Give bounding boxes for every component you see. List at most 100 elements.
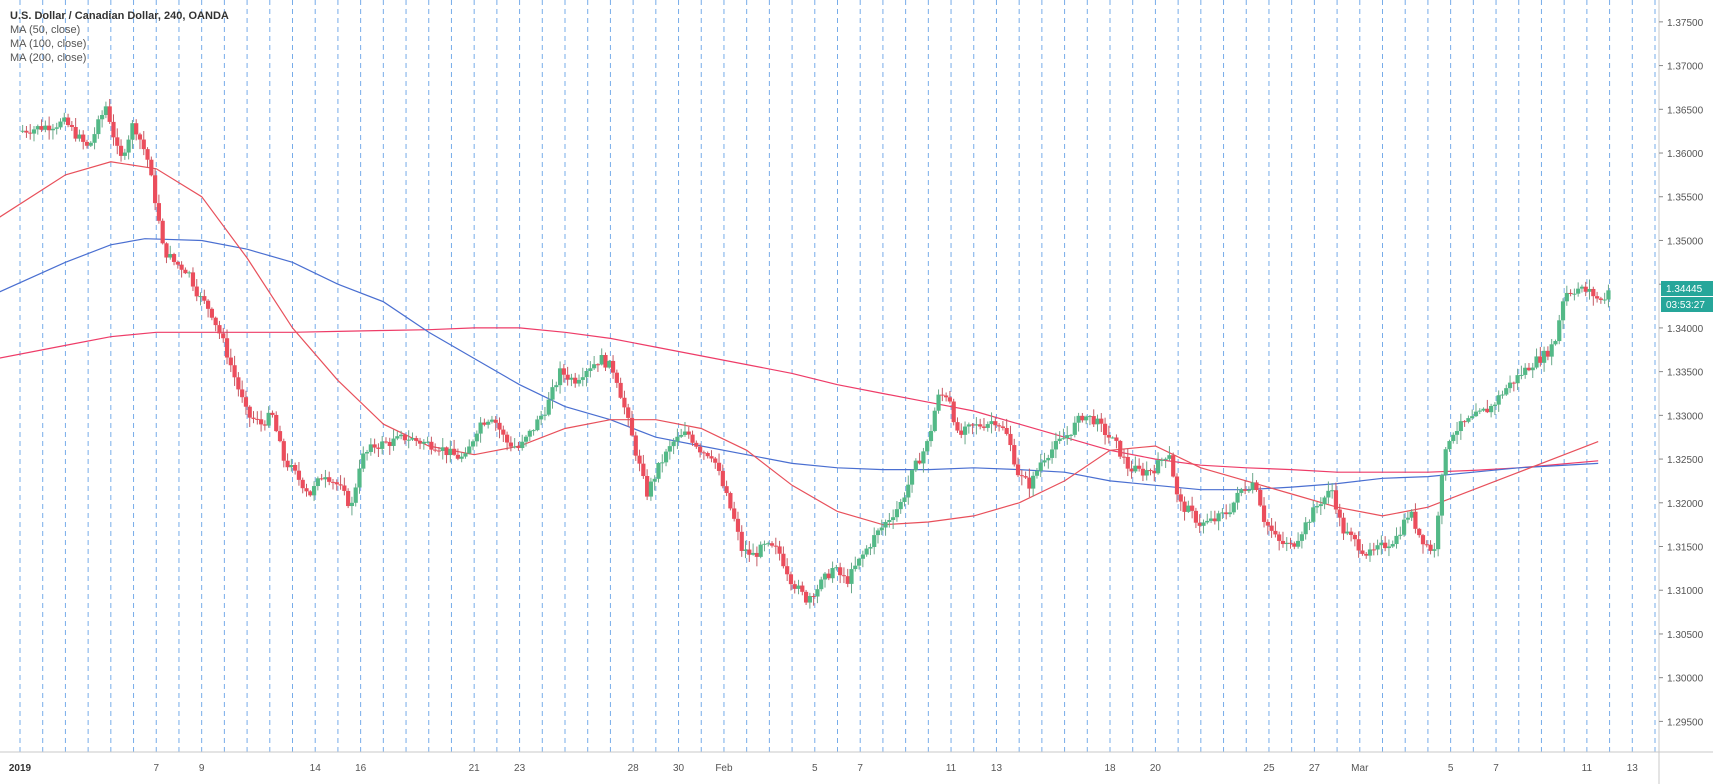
candle-up (849, 562, 854, 594)
candle-down (1152, 464, 1157, 482)
candle-down (1008, 425, 1013, 452)
candle-down (183, 267, 188, 275)
candle-body (739, 531, 744, 551)
candle-up (1394, 527, 1399, 549)
candle-body (1579, 286, 1585, 289)
candle-body (1110, 437, 1115, 439)
candle-body (1492, 404, 1498, 406)
candle-body (985, 424, 990, 428)
candle-body (497, 422, 502, 430)
candle-body (470, 441, 476, 447)
candle-body (675, 436, 680, 442)
candle-body (293, 464, 298, 471)
candle-up (486, 419, 491, 429)
candle-up (489, 415, 495, 424)
candle-up (1470, 409, 1475, 420)
candle-body (338, 484, 343, 486)
candle-body (50, 128, 56, 131)
candle-body (149, 159, 154, 176)
candle-body (1140, 468, 1146, 476)
candle-body (989, 421, 994, 425)
candle-down (251, 411, 256, 424)
candle-down (414, 435, 419, 446)
candle-body (103, 106, 109, 115)
candle-up (1534, 348, 1539, 370)
candle-body (875, 530, 881, 536)
candle-up (1489, 403, 1494, 418)
candle-body (1405, 517, 1410, 520)
candle-up (1046, 454, 1051, 469)
candle-up (1379, 535, 1384, 555)
candle-down (243, 390, 249, 415)
candle-body (959, 430, 964, 435)
candle-down (838, 562, 843, 584)
candle-body (520, 441, 525, 449)
candle-up (1405, 511, 1410, 524)
candle-body (1080, 415, 1085, 421)
candle-down (1288, 537, 1293, 549)
candle-down (376, 443, 381, 457)
candle-body (1144, 470, 1149, 476)
candle-body (1163, 458, 1168, 460)
candle-body (1231, 502, 1236, 513)
candle-body (1277, 534, 1282, 541)
candle-up (875, 528, 881, 544)
candle-down (1091, 409, 1096, 428)
candle-down (633, 431, 638, 461)
candle-body (24, 130, 29, 133)
ma200-legend[interactable]: MA (200, close) (10, 52, 87, 64)
candle-body (565, 374, 570, 380)
candle-down (978, 418, 983, 430)
candle-body (894, 509, 900, 518)
candle-body (296, 470, 302, 480)
candle-up (807, 592, 812, 609)
candle-body (410, 438, 415, 440)
ma50-legend[interactable]: MA (50, close) (10, 24, 81, 36)
candle-up (1167, 446, 1172, 462)
candle-body (902, 497, 907, 502)
candle-body (641, 463, 646, 477)
candle-body (330, 481, 336, 483)
candle-down (1193, 507, 1199, 529)
candle-down (65, 113, 71, 128)
moving-averages (0, 161, 1599, 526)
candle-body (467, 446, 472, 454)
candle-down (1383, 536, 1388, 552)
candle-down (724, 480, 729, 497)
candle-body (1432, 549, 1437, 551)
candle-body (1254, 482, 1259, 490)
candle-down (1511, 381, 1516, 392)
candle-down (221, 327, 226, 343)
candle-body (1243, 489, 1248, 491)
candle-body (372, 444, 377, 448)
candle-body (1299, 534, 1304, 541)
candle-up (315, 476, 320, 491)
candle-body (1106, 434, 1111, 438)
candle-body (853, 565, 858, 570)
candle-body (376, 447, 381, 449)
candle-up (1560, 298, 1566, 330)
candle-body (864, 548, 869, 555)
candle-body (315, 478, 320, 487)
candle-body (1084, 416, 1089, 421)
price-tick-label: 1.35500 (1667, 193, 1704, 204)
candle-body (255, 418, 260, 420)
candle-down (811, 593, 816, 606)
candle-body (819, 579, 824, 590)
candle-up (864, 545, 869, 557)
candle-body (1341, 517, 1346, 534)
candle-body (1538, 356, 1543, 363)
candle-up (557, 361, 563, 394)
candle-up (1208, 510, 1214, 523)
time-axis[interactable]: 2019 7 9 14 16 21 23 28 30 Feb 5 7 11 13 18 20 25 27 Mar 5 7… (9, 763, 1638, 774)
candle-down (1137, 458, 1142, 472)
candle-up (467, 439, 472, 455)
candle-down (402, 433, 408, 445)
candle-body (1439, 474, 1445, 516)
candle-up (406, 430, 411, 449)
candle-body (580, 377, 585, 380)
ma100-legend[interactable]: MA (100, close) (10, 38, 87, 50)
candle-down (1269, 518, 1274, 538)
candle-body (603, 355, 608, 368)
